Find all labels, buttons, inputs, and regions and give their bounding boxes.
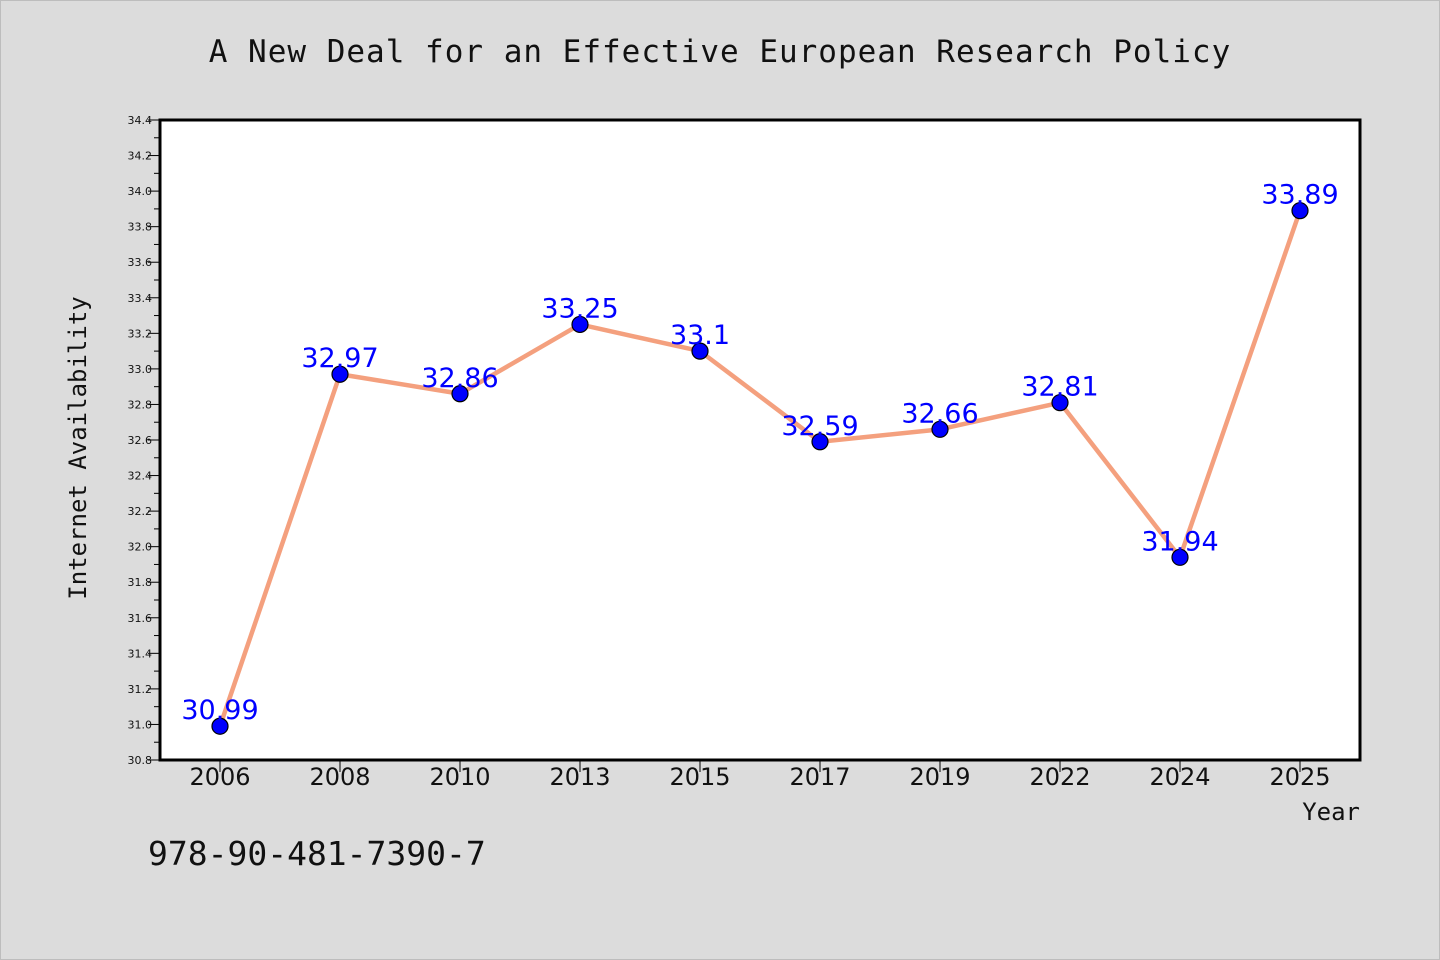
data-label: 30.99 (181, 695, 258, 726)
x-tick-label: 2008 (309, 763, 370, 791)
x-tick-label: 2022 (1029, 763, 1090, 791)
x-tick-label: 2019 (909, 763, 970, 791)
y-tick-label: 33.6 (128, 256, 153, 269)
y-axis-ticks: 30.8 31.0 31.2 31.4 31.6 31.8 32.0 32.2 32.4 32.6… (128, 114, 160, 767)
x-tick-label: 2017 (789, 763, 850, 791)
y-tick-label: 34.4 (128, 114, 153, 127)
plot-area (158, 118, 1362, 762)
x-tick-label: 2013 (549, 763, 610, 791)
data-point (1171, 548, 1189, 566)
y-tick-label: 32.0 (128, 541, 153, 554)
data-point (931, 420, 949, 438)
x-tick-label: 2025 (1269, 763, 1330, 791)
data-label: 31.94 (1141, 526, 1218, 557)
x-axis-ticks: 2006 2008 2010 2013 2015 2017 2019 2022 2024 2025 (189, 760, 1331, 791)
y-tick-label: 31.2 (128, 683, 153, 696)
series-layer: 30.99 32.97 32.86 33.25 33.1 32.59 32.66 32.81 3… (181, 180, 1339, 735)
data-label: 32.59 (781, 411, 858, 442)
series-line (217, 208, 1303, 729)
y-tick-label: 31.4 (128, 647, 153, 660)
data-label: 33.1 (670, 320, 730, 351)
y-tick-label: 32.2 (128, 505, 153, 518)
data-label: 32.66 (901, 398, 978, 429)
x-axis-label: Year (1302, 798, 1360, 826)
x-tick-label: 2010 (429, 763, 490, 791)
y-tick-label: 30.8 (128, 754, 153, 767)
data-label: 32.97 (301, 343, 378, 374)
data-point (451, 385, 469, 403)
chart-title: A New Deal for an Effective European Res… (208, 34, 1232, 70)
y-tick-label: 32.6 (128, 434, 153, 447)
data-point (211, 717, 229, 735)
y-tick-label: 33.8 (128, 221, 153, 234)
data-point (331, 365, 349, 383)
data-point (571, 315, 589, 334)
y-tick-label: 32.8 (128, 398, 153, 411)
y-tick-label: 33.2 (128, 327, 153, 340)
x-tick-label: 2006 (189, 763, 250, 791)
data-point (691, 342, 709, 360)
data-point (1291, 202, 1309, 220)
data-point (1051, 394, 1069, 412)
data-label: 32.86 (421, 363, 498, 394)
data-label: 33.25 (541, 293, 618, 324)
x-tick-label: 2024 (1149, 763, 1210, 791)
isbn-text: 978-90-481-7390-7 (148, 834, 486, 873)
data-label: 32.81 (1021, 372, 1098, 403)
y-tick-label: 31.8 (128, 576, 153, 589)
y-tick-label: 32.4 (128, 470, 153, 483)
y-tick-label: 34.2 (128, 150, 153, 163)
y-tick-label: 31.0 (128, 718, 153, 731)
y-axis-label: Internet Availability (64, 296, 92, 599)
x-tick-label: 2015 (669, 763, 730, 791)
y-tick-label: 31.6 (128, 612, 153, 625)
data-label: 33.89 (1261, 180, 1338, 211)
y-tick-label: 33.4 (128, 292, 153, 305)
y-tick-label: 33.0 (128, 363, 153, 376)
data-point (811, 433, 829, 451)
y-tick-label: 34.0 (128, 185, 153, 198)
